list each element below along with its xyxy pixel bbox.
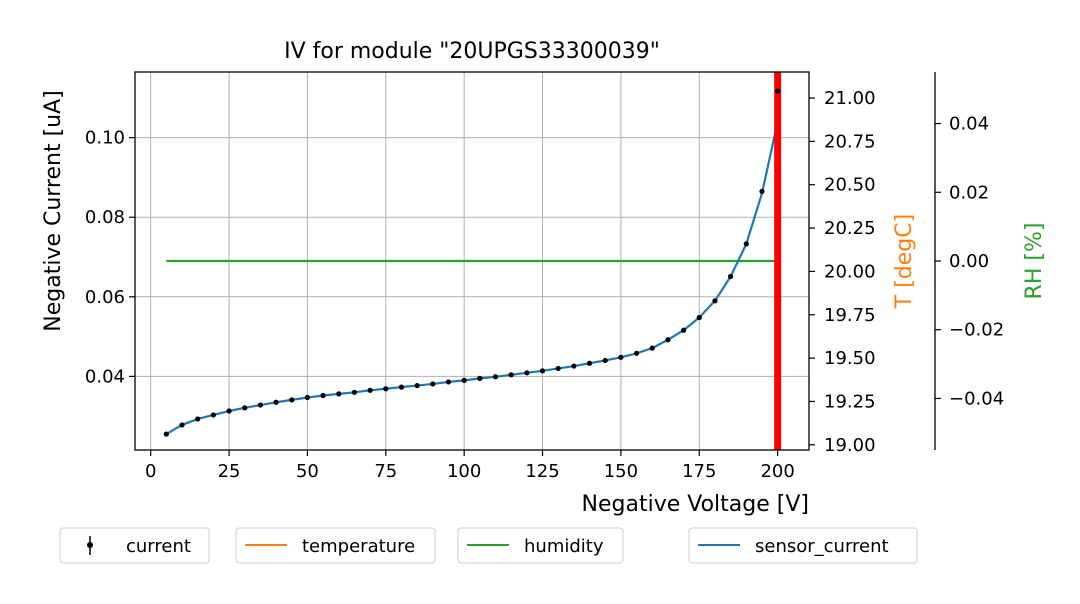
humidity-tick-label: 0.04 xyxy=(949,114,989,135)
current-point xyxy=(195,416,201,422)
humidity-axis-label: RH [%] xyxy=(1022,223,1047,300)
temperature-axis-ticks: 19.00 19.25 19.50 19.75 20.00 20.25 20.50 20.75… xyxy=(809,88,876,456)
chart-title: IV for module "20UPGS33300039" xyxy=(284,39,660,64)
current-point xyxy=(242,405,248,411)
y-axis-label: Negative Current [uA] xyxy=(41,90,66,332)
current-point xyxy=(383,386,389,392)
current-point xyxy=(681,327,687,333)
current-point xyxy=(398,384,405,390)
y-tick-label: 0.04 xyxy=(85,366,125,387)
current-point xyxy=(696,314,702,321)
current-point xyxy=(743,241,749,247)
temperature-tick-label: 19.00 xyxy=(824,435,876,456)
current-point xyxy=(728,273,734,280)
current-point xyxy=(665,337,671,343)
x-tick-label: 100 xyxy=(447,461,481,482)
current-point xyxy=(351,389,358,395)
current-point xyxy=(539,368,546,374)
current-point xyxy=(367,387,373,393)
humidity-tick-label: 0.00 xyxy=(949,251,989,272)
y-tick-label: 0.06 xyxy=(85,287,125,308)
current-point xyxy=(571,363,577,369)
current-point xyxy=(430,381,436,387)
x-tick-label: 150 xyxy=(604,461,638,482)
current-point xyxy=(163,431,169,437)
current-point xyxy=(336,391,342,397)
legend-sensor-current-label: sensor_current xyxy=(755,536,889,557)
temperature-tick-label: 20.50 xyxy=(824,175,876,196)
current-point xyxy=(273,399,279,405)
x-tick-label: 0 xyxy=(145,461,156,482)
y-tick-label: 0.08 xyxy=(85,207,125,228)
x-tick-label: 75 xyxy=(374,461,397,482)
temperature-tick-label: 20.25 xyxy=(824,218,876,239)
current-point xyxy=(289,397,295,403)
current-point xyxy=(477,375,483,381)
legend-humidity-label: humidity xyxy=(524,536,604,557)
legend-sensor-current: sensor_current xyxy=(688,527,918,564)
temperature-tick-label: 21.00 xyxy=(824,88,876,109)
humidity-axis-ticks: −0.04 −0.02 0.00 0.02 0.04 xyxy=(935,114,1004,409)
current-point xyxy=(414,382,420,389)
current-point xyxy=(633,350,640,356)
current-point xyxy=(508,372,514,378)
vertical-marker-layer xyxy=(774,72,782,450)
legend-humidity: humidity xyxy=(457,527,624,564)
humidity-tick-label: −0.04 xyxy=(949,388,1004,409)
current-point xyxy=(775,88,781,94)
current-data-layer xyxy=(163,88,781,437)
legend-current-label: current xyxy=(126,536,191,557)
current-point xyxy=(555,365,561,372)
temperature-tick-label: 19.75 xyxy=(824,305,876,326)
current-point xyxy=(304,394,311,401)
legend-temperature: temperature xyxy=(235,527,436,564)
current-point xyxy=(226,408,232,414)
current-point xyxy=(649,345,655,351)
current-point xyxy=(586,360,593,366)
current-point xyxy=(524,370,530,376)
current-point xyxy=(445,379,452,385)
x-axis-label: Negative Voltage [V] xyxy=(582,492,809,517)
current-point xyxy=(759,188,765,194)
plot-frame xyxy=(134,71,810,451)
x-axis-ticks: 0 25 50 75 100 125 150 175 200 xyxy=(145,450,795,482)
x-tick-label: 25 xyxy=(218,461,241,482)
legend-temperature-label: temperature xyxy=(302,536,415,557)
current-point xyxy=(257,402,263,408)
temperature-tick-label: 19.25 xyxy=(824,391,876,412)
temperature-tick-label: 19.50 xyxy=(824,348,876,369)
y-axis-ticks: 0.04 0.06 0.08 0.10 xyxy=(85,128,135,387)
current-point xyxy=(712,298,718,304)
current-point xyxy=(618,354,624,360)
x-tick-label: 125 xyxy=(525,461,559,482)
temperature-tick-label: 20.75 xyxy=(824,131,876,152)
current-point xyxy=(461,377,467,383)
current-point xyxy=(179,422,185,428)
current-point xyxy=(210,412,216,418)
temperature-axis-label: T [degC] xyxy=(892,214,917,309)
current-point xyxy=(320,392,326,399)
current-point xyxy=(492,374,499,380)
current-point xyxy=(602,357,608,364)
y-tick-label: 0.10 xyxy=(85,128,125,149)
humidity-tick-label: −0.02 xyxy=(949,320,1004,341)
x-tick-label: 200 xyxy=(760,461,794,482)
x-tick-label: 50 xyxy=(296,461,319,482)
x-tick-label: 175 xyxy=(682,461,716,482)
sensor-current-line xyxy=(165,121,779,436)
humidity-tick-label: 0.02 xyxy=(949,182,989,203)
legend-current-marker xyxy=(87,542,93,548)
temperature-tick-label: 20.00 xyxy=(824,261,876,282)
legend-current: current xyxy=(59,527,210,564)
